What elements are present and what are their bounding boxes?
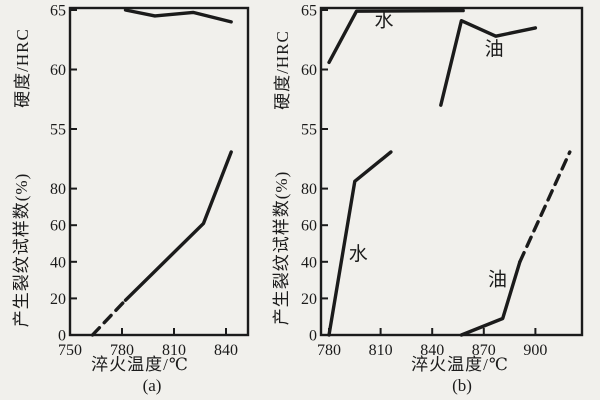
series-water-hardness-solid-line: [327, 8, 465, 65]
series-crack-percentage-dashed-line: [90, 298, 128, 337]
y-tick-label: 40: [301, 254, 317, 271]
x-tick-label: 750: [58, 342, 82, 359]
y-tick-label: 65: [301, 3, 317, 20]
crack-percentage-axis-label: 产生裂纹试样数(%): [272, 171, 291, 325]
series-water-crack-percentage-solid-line: [327, 150, 393, 337]
panel-b: 780 810 840 870 900 65 60 55 硬度/HRC 80 60 40 20 0 产生裂纹…: [272, 3, 584, 395]
x-tick-label: 840: [214, 342, 238, 359]
x-tick-label: 900: [523, 342, 547, 359]
series-label: 油: [485, 38, 504, 60]
panel-caption: (b): [452, 376, 472, 395]
y-tick-label: 60: [50, 218, 66, 235]
panel-caption: (a): [143, 376, 162, 395]
y-tick-label: 0: [58, 328, 66, 345]
y-tick-label: 65: [50, 3, 66, 20]
y-tick-label: 80: [301, 181, 317, 198]
y-tick-label: 60: [301, 62, 317, 79]
series-label: 水: [349, 243, 368, 265]
x-axis-label: 淬火温度/℃: [411, 355, 509, 374]
plot-frame: [319, 6, 584, 337]
y-tick-label: 60: [301, 218, 317, 235]
series-oil-hardness-solid-line: [439, 19, 538, 107]
x-tick-label: 840: [420, 342, 444, 359]
x-axis-label: 淬火温度/℃: [91, 355, 189, 374]
plot-frame: [68, 6, 250, 337]
series-crack-percentage-solid-line: [123, 150, 233, 302]
series-label: 水: [375, 10, 394, 32]
y-tick-label: 55: [50, 122, 66, 139]
y-tick-label: 0: [309, 328, 317, 345]
y-tick-label: 80: [50, 181, 66, 198]
y-tick-label: 20: [50, 291, 66, 308]
y-tick-label: 55: [301, 122, 317, 139]
y-tick-label: 60: [50, 62, 66, 79]
y-tick-label: 40: [50, 254, 66, 271]
x-tick-label: 870: [472, 342, 496, 359]
series-label: 油: [488, 269, 507, 291]
x-tick-label: 810: [369, 342, 393, 359]
series-oil-crack-percentage-solid-line: [459, 260, 522, 337]
crack-percentage-axis-label: 产生裂纹试样数(%): [12, 173, 31, 327]
x-tick-label: 810: [162, 342, 186, 359]
panel-a: 750 780 810 840 65 60 55 硬度/HRC 80 60 40 20 0 产生裂纹试样数…: [12, 3, 250, 395]
hardness-axis-label: 硬度/HRC: [273, 30, 292, 110]
x-tick-label: 780: [110, 342, 134, 359]
series-hardness-solid-line: [123, 8, 233, 24]
x-tick-label: 780: [317, 342, 341, 359]
series-oil-crack-percentage-dashed-line: [518, 150, 572, 264]
hardness-axis-label: 硬度/HRC: [13, 28, 32, 108]
y-tick-label: 20: [301, 291, 317, 308]
